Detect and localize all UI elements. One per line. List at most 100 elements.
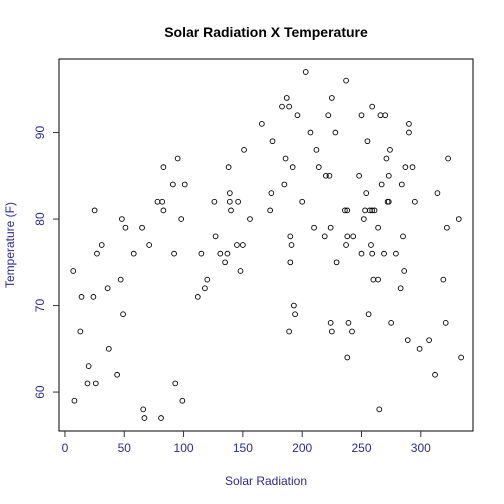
data-point (328, 328, 335, 335)
data-point (440, 276, 447, 283)
data-point (294, 112, 301, 119)
x-tick-label: 250 (351, 441, 371, 455)
data-point (311, 224, 317, 231)
data-point (130, 250, 137, 257)
data-point (78, 294, 85, 300)
data-point (287, 259, 294, 266)
data-point (397, 285, 404, 292)
data-point (71, 397, 78, 404)
data-point (225, 164, 232, 170)
data-point (158, 415, 164, 421)
data-point (432, 371, 438, 378)
data-point (426, 337, 432, 344)
data-point (434, 190, 441, 196)
data-point (104, 285, 111, 292)
data-point (154, 198, 161, 205)
data-point (388, 320, 394, 326)
data-point (350, 233, 357, 240)
data-point (313, 146, 320, 153)
data-point (141, 415, 148, 421)
data-point (381, 250, 387, 257)
data-point (105, 345, 112, 352)
x-tick-label: 200 (292, 441, 312, 455)
x-tick-label: 0 (62, 441, 69, 455)
data-point (198, 250, 205, 257)
data-point (344, 233, 351, 240)
data-point (222, 259, 228, 266)
data-point (119, 216, 125, 222)
data-point (458, 354, 464, 361)
data-point (90, 294, 97, 300)
data-point (376, 406, 383, 413)
data-point (333, 259, 340, 266)
data-point (406, 129, 412, 136)
data-point (361, 216, 367, 222)
data-point (282, 155, 289, 162)
data-point (404, 337, 411, 344)
y-tick-label: 60 (33, 385, 47, 399)
data-point (356, 172, 362, 179)
data-point (349, 328, 355, 335)
data-point (286, 328, 292, 335)
data-point (369, 250, 376, 257)
data-point (362, 207, 368, 214)
data-point (344, 354, 351, 361)
data-point (387, 146, 393, 153)
data-point (401, 268, 408, 274)
x-tick-label: 50 (118, 441, 132, 455)
chart-title: Solar Radiation X Temperature (164, 24, 368, 40)
data-point (368, 242, 374, 248)
x-axis: 0 50 100 150 200 250 300 (62, 431, 431, 455)
data-point (171, 250, 177, 257)
x-axis-label: Solar Radiation (225, 474, 307, 488)
data-point (393, 250, 399, 257)
data-point (179, 397, 186, 404)
data-point (279, 103, 285, 110)
data-point (455, 216, 462, 222)
data-point (181, 181, 188, 188)
data-point (117, 276, 124, 283)
data-point (98, 242, 105, 248)
data-point (370, 276, 377, 283)
data-point (247, 216, 253, 222)
data-point (332, 129, 339, 136)
data-point (325, 112, 332, 119)
data-point (378, 181, 385, 188)
data-point (406, 121, 412, 127)
data-point (365, 311, 372, 318)
x-tick-label: 150 (233, 441, 253, 455)
data-point (237, 268, 244, 274)
data-point (315, 164, 322, 170)
data-point (398, 181, 405, 188)
data-point (85, 363, 92, 369)
data-point (204, 276, 211, 283)
data-point (402, 164, 409, 170)
y-tick-label: 90 (33, 126, 47, 140)
data-point (286, 103, 292, 110)
data-point (289, 164, 296, 170)
data-point (307, 129, 314, 136)
data-point (345, 320, 352, 326)
data-point (292, 311, 298, 318)
data-point (281, 181, 288, 188)
data-point (94, 250, 100, 257)
data-point (170, 181, 176, 188)
data-point (122, 224, 129, 231)
data-point (416, 345, 423, 352)
data-point (364, 138, 371, 145)
data-point (371, 207, 378, 214)
data-point (321, 233, 328, 240)
data-point (194, 294, 201, 300)
data-point (382, 112, 389, 119)
data-point (228, 207, 234, 214)
x-tick-label: 100 (174, 441, 194, 455)
data-point (383, 155, 390, 162)
data-point (120, 311, 126, 318)
data-point (358, 250, 365, 257)
data-point (269, 138, 276, 145)
data-point (442, 320, 449, 326)
data-point (202, 285, 208, 292)
data-point (160, 207, 167, 214)
data-point (226, 198, 233, 205)
